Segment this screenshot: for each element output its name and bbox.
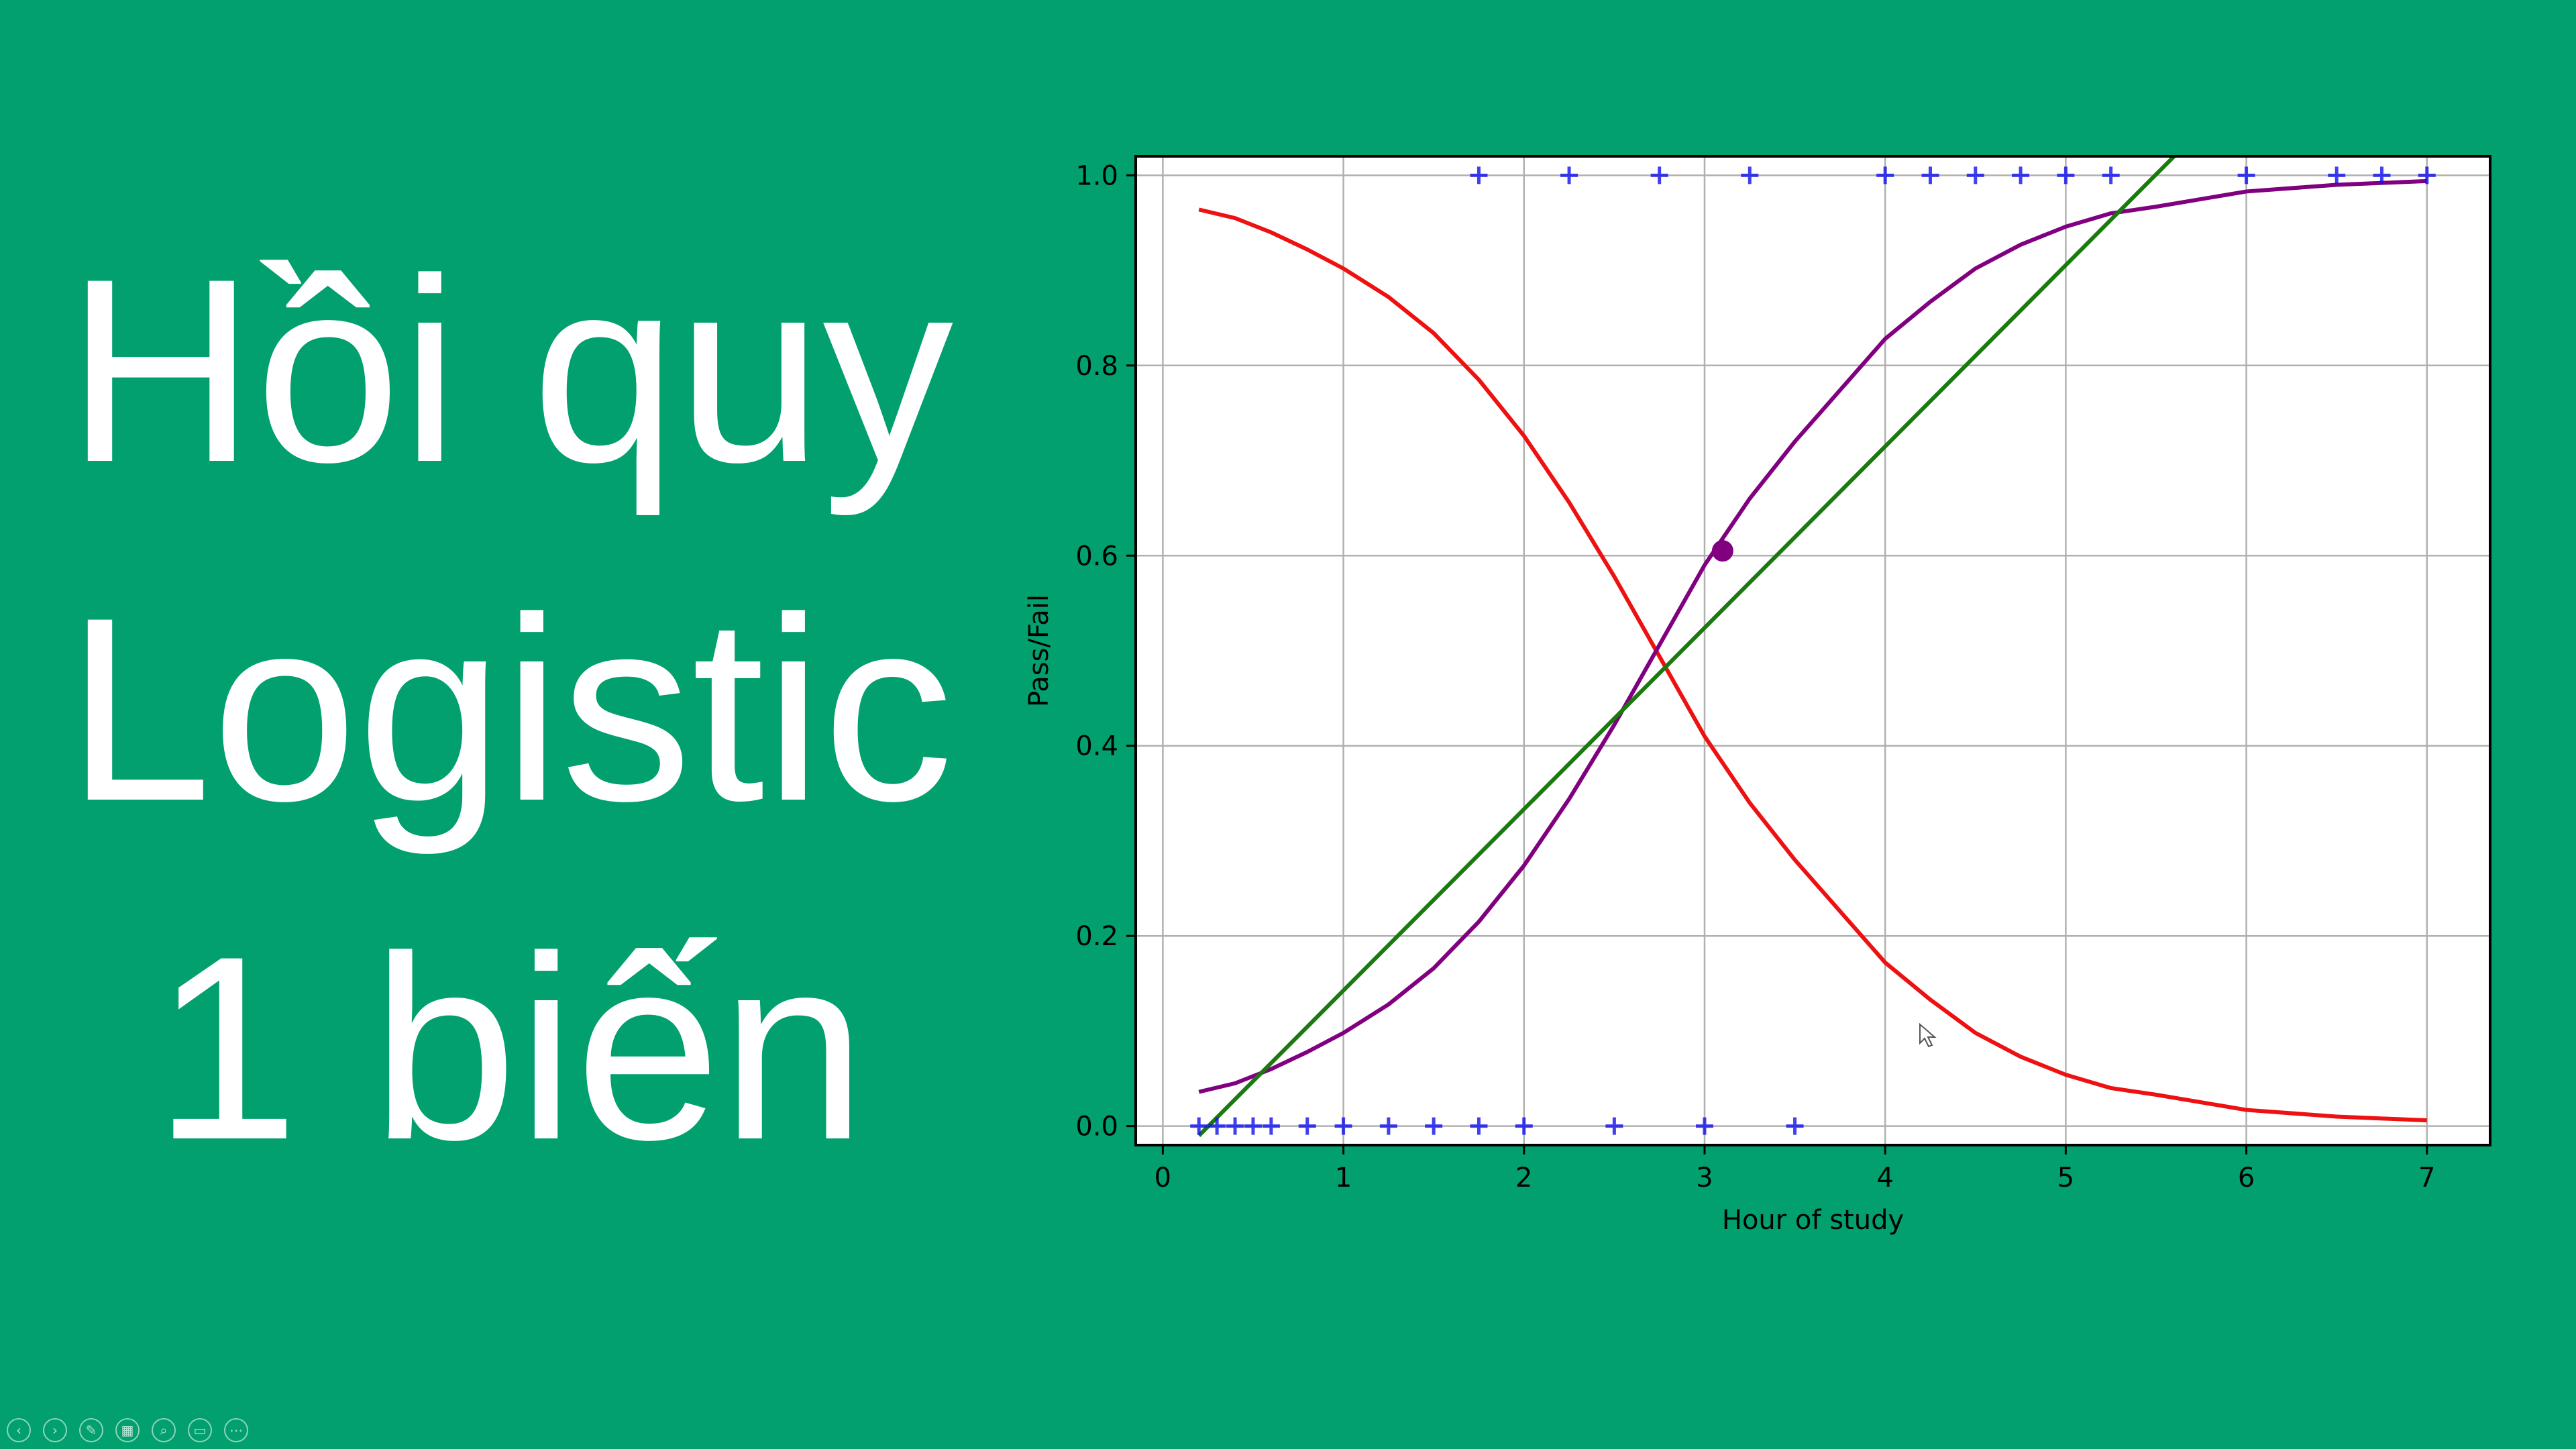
data-point: [2418, 166, 2436, 184]
data-point: [2373, 166, 2391, 184]
data-point: [1425, 1117, 1443, 1135]
data-point: [1605, 1117, 1623, 1135]
data-point: [1966, 166, 1984, 184]
highlight-point: [1711, 540, 1733, 562]
data-point: [1470, 166, 1488, 184]
ellipsis-icon: ⋯: [229, 1422, 243, 1438]
x-tick-label: 0: [1155, 1163, 1171, 1193]
data-point: [1695, 1117, 1713, 1135]
pen-tool-button[interactable]: ✎: [79, 1418, 103, 1442]
subtitles-button[interactable]: ▭: [188, 1418, 212, 1442]
x-tick-label: 7: [2418, 1163, 2435, 1193]
data-point: [2237, 166, 2255, 184]
slide-title-line-1: Hồi quy: [66, 224, 954, 517]
y-tick-label: 1.0: [1075, 160, 1118, 191]
series-line-2: [1198, 178, 2427, 1094]
x-tick-label: 1: [1335, 1163, 1352, 1193]
data-point: [1786, 1117, 1804, 1135]
slide-title: Hồi quy Logistic 1 biến: [27, 201, 993, 1218]
data-point: [1470, 1117, 1488, 1135]
data-point: [1741, 166, 1759, 184]
more-options-button[interactable]: ⋯: [224, 1418, 248, 1442]
chevron-left-icon: ‹: [16, 1422, 21, 1438]
pen-icon: ✎: [85, 1422, 97, 1438]
x-tick-label: 4: [1876, 1163, 1893, 1193]
data-point: [1921, 166, 1939, 184]
slide-title-line-2: Logistic: [66, 563, 954, 855]
x-axis-label: Hour of study: [1722, 1205, 1904, 1236]
zoom-button[interactable]: ⌕: [152, 1418, 176, 1442]
data-point: [1515, 1117, 1533, 1135]
series-line-3: [1197, 154, 2176, 1137]
x-tick-label: 6: [2238, 1163, 2255, 1193]
data-point: [1226, 1117, 1244, 1135]
data-point: [1298, 1117, 1316, 1135]
plot-frame: [1134, 155, 2491, 1146]
data-point: [1876, 166, 1894, 184]
plot-area: [1136, 156, 2490, 1145]
data-point: [1208, 1117, 1226, 1135]
x-tick-label: 5: [2057, 1163, 2074, 1193]
slides-grid-icon: ▦: [121, 1422, 134, 1438]
data-point: [2328, 166, 2346, 184]
subtitles-icon: ▭: [193, 1422, 207, 1438]
x-tick-label: 3: [1696, 1163, 1713, 1193]
series-line-1: [1198, 207, 2427, 1123]
data-point: [1379, 1117, 1397, 1135]
next-slide-button[interactable]: ›: [43, 1418, 67, 1442]
x-tick-label: 2: [1515, 1163, 1532, 1193]
y-tick-label: 0.4: [1075, 731, 1118, 762]
data-point: [1262, 1117, 1280, 1135]
chevron-right-icon: ›: [52, 1422, 58, 1438]
see-all-slides-button[interactable]: ▦: [115, 1418, 140, 1442]
y-tick-label: 0.2: [1075, 921, 1118, 952]
y-axis-label: Pass/Fail: [1024, 594, 1055, 707]
data-point: [2057, 166, 2075, 184]
previous-slide-button[interactable]: ‹: [7, 1418, 31, 1442]
y-tick-label: 0.6: [1075, 541, 1118, 572]
data-point: [1334, 1117, 1352, 1135]
data-point: [2102, 166, 2120, 184]
mouse-cursor-icon: [1919, 1022, 1937, 1048]
y-tick-label: 0.0: [1075, 1112, 1118, 1142]
data-point: [1560, 166, 1578, 184]
presentation-toolbar: ‹ › ✎ ▦ ⌕ ▭ ⋯: [7, 1417, 248, 1444]
magnifier-icon: ⌕: [160, 1422, 168, 1438]
y-tick-label: 0.8: [1075, 351, 1118, 382]
data-point: [1244, 1117, 1262, 1135]
data-point: [2012, 166, 2030, 184]
data-point: [1190, 1117, 1208, 1135]
slide-title-line-3: 1 biến: [153, 902, 867, 1194]
data-point: [1650, 166, 1668, 184]
